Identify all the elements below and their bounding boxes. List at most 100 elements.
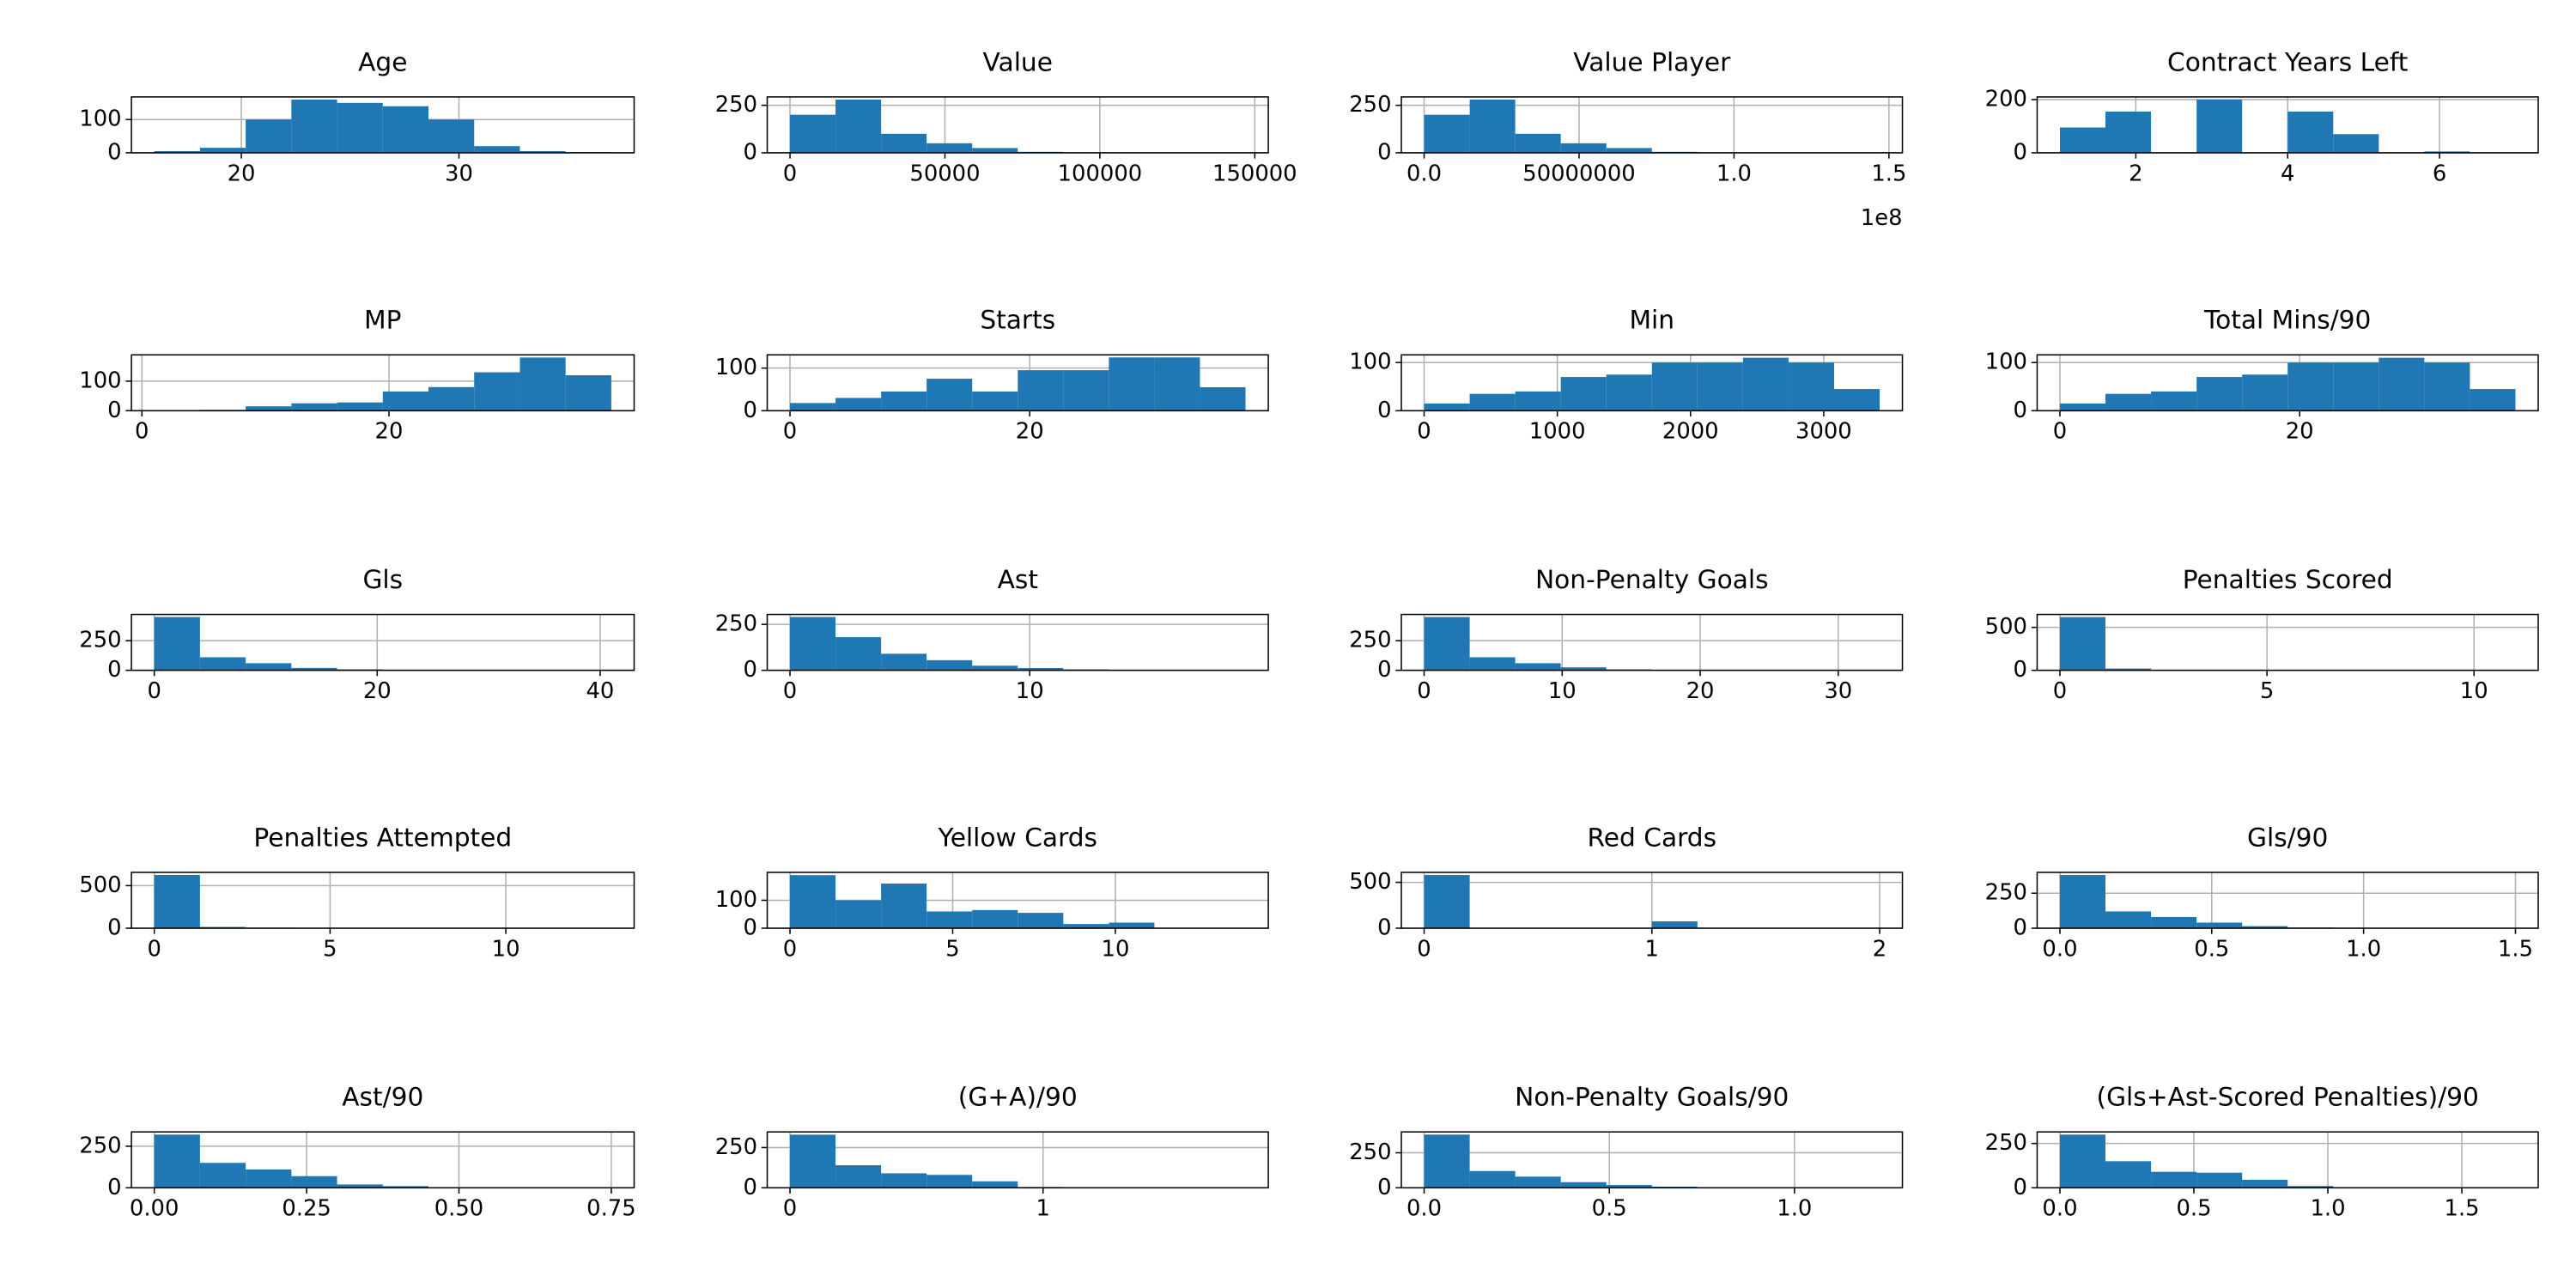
x-tick-label: 0.0 xyxy=(1406,1196,1442,1222)
bar xyxy=(1018,370,1064,411)
y-tick-label: 500 xyxy=(1985,614,2027,640)
axes-frame xyxy=(766,872,1269,929)
bar xyxy=(2333,362,2379,411)
x-tick-label: 6 xyxy=(2433,161,2446,186)
bar xyxy=(2105,1161,2152,1188)
bar xyxy=(1515,133,1561,153)
subplot: Red Cards 0 1 2 0 500 xyxy=(1349,822,1904,962)
y-tick-label: 100 xyxy=(79,368,121,393)
subplot-title: Non-Penalty Goals xyxy=(1535,564,1769,594)
bar xyxy=(382,1186,429,1188)
bar xyxy=(337,402,383,411)
bar xyxy=(291,667,337,671)
subplot: MP 0 20 0 100 xyxy=(79,305,635,445)
bar xyxy=(881,653,927,671)
bar xyxy=(2059,403,2106,411)
bar xyxy=(2059,617,2106,671)
bar xyxy=(382,391,429,411)
subplot: Contract Years Left 2 4 6 0 200 xyxy=(1985,46,2539,186)
x-tick-label: 3000 xyxy=(1795,419,1852,445)
bar xyxy=(927,659,973,671)
bar xyxy=(519,150,566,153)
bar xyxy=(1469,393,1516,411)
subplot: Penalties Attempted 0 5 10 0 500 xyxy=(79,822,635,962)
bar xyxy=(2105,911,2152,928)
y-tick-label: 0 xyxy=(107,139,121,165)
bar xyxy=(199,1163,246,1188)
x-tick-label: 0.0 xyxy=(1406,161,1442,186)
axes-frame xyxy=(131,872,635,929)
bar xyxy=(2196,99,2243,153)
x-tick-label: 40 xyxy=(586,678,614,704)
subplot-title: Value xyxy=(983,46,1053,76)
subplot-title: Gls xyxy=(362,564,403,594)
x-tick-label: 1.0 xyxy=(2346,936,2381,962)
x-tick-label: 2 xyxy=(2129,161,2142,186)
bar xyxy=(1560,1182,1607,1188)
x-tick-label: 0.5 xyxy=(1592,1196,1627,1222)
x-tick-label: 150000 xyxy=(1212,161,1297,186)
x-tick-label: 10 xyxy=(492,936,520,962)
bar xyxy=(519,357,566,411)
bar xyxy=(1063,370,1109,411)
y-tick-label: 0 xyxy=(107,398,121,423)
x-tick-label: 0 xyxy=(1417,678,1431,704)
bar xyxy=(927,911,973,928)
x-tick-label: 1000 xyxy=(1529,419,1586,445)
x-tick-label: 20 xyxy=(1016,419,1044,445)
bar xyxy=(2379,357,2425,411)
bar xyxy=(881,391,927,411)
axes-frame xyxy=(2036,96,2539,154)
x-tick-label: 2 xyxy=(1873,936,1886,962)
y-tick-label: 100 xyxy=(1349,349,1391,375)
bar xyxy=(1697,362,1743,411)
bar xyxy=(154,875,200,928)
bar xyxy=(1109,357,1155,411)
subplot: Age 20 30 0 100 xyxy=(79,46,635,186)
bar xyxy=(2105,393,2152,411)
x-tick-label: 0 xyxy=(2053,678,2067,704)
bar xyxy=(474,372,520,411)
bar xyxy=(428,386,475,411)
bar xyxy=(1560,377,1607,411)
subplot: Min 0 1000 2000 3000 0 100 xyxy=(1349,305,1904,445)
x-tick-label: 0.50 xyxy=(434,1196,483,1222)
x-tick-label: 10 xyxy=(1548,678,1577,704)
subplot-title: Penalties Scored xyxy=(2183,564,2393,594)
x-tick-label: 0 xyxy=(783,936,797,962)
y-tick-label: 200 xyxy=(1985,86,2027,112)
subplot-title: Non-Penalty Goals/90 xyxy=(1515,1082,1789,1112)
bar xyxy=(2242,1179,2288,1188)
x-tick-label: 1.5 xyxy=(2445,1196,2480,1222)
bar xyxy=(1833,389,1880,411)
x-tick-label: 10 xyxy=(1102,936,1130,962)
x-tick-label: 0.00 xyxy=(130,1196,179,1222)
bar xyxy=(2059,875,2106,928)
bar xyxy=(1018,668,1064,671)
subplot-title: (Gls+Ast-Scored Penalties)/90 xyxy=(2097,1082,2479,1112)
bar xyxy=(1424,1134,1470,1188)
y-tick-label: 250 xyxy=(715,611,757,637)
x-tick-label: 0 xyxy=(783,678,797,704)
axes-frame xyxy=(766,613,1269,671)
axes-frame xyxy=(2036,354,2539,412)
axes-frame xyxy=(1400,1131,1904,1189)
x-tick-label: 0 xyxy=(783,1196,797,1222)
x-tick-label: 0.25 xyxy=(282,1196,331,1222)
y-tick-label: 250 xyxy=(1349,628,1391,653)
axes-frame xyxy=(131,96,635,154)
x-tick-label: 50000 xyxy=(909,161,980,186)
x-tick-label: 1.0 xyxy=(1716,161,1752,186)
subplot-title: Contract Years Left xyxy=(2167,46,2408,76)
x-tick-label: 0 xyxy=(147,678,161,704)
y-tick-label: 100 xyxy=(715,355,757,380)
y-tick-label: 0 xyxy=(1377,914,1391,940)
bar xyxy=(2059,127,2106,153)
y-tick-label: 0 xyxy=(1377,139,1391,165)
bar xyxy=(972,665,1018,671)
bar xyxy=(835,398,882,411)
bar xyxy=(474,146,520,153)
y-tick-label: 0 xyxy=(107,657,121,683)
bar xyxy=(199,657,246,671)
bar xyxy=(1742,357,1789,411)
